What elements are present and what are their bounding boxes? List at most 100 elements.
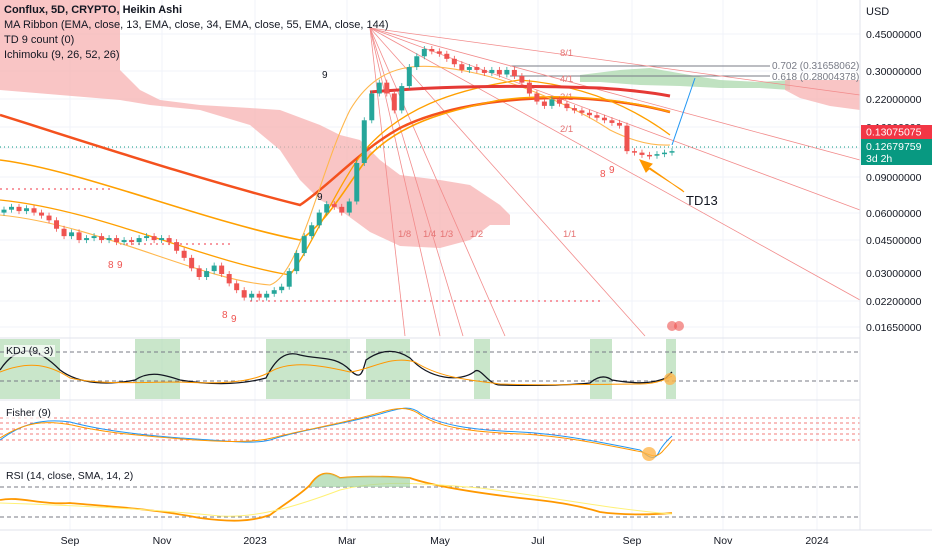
fan-label: 4/1 — [560, 74, 573, 85]
td13-annotation: TD13 — [686, 193, 718, 208]
fan-line — [369, 27, 861, 301]
candle-body — [249, 293, 255, 298]
candle-body — [69, 232, 75, 237]
candle-body — [39, 212, 45, 216]
annotation-arrow — [639, 159, 685, 193]
candle-body — [1, 209, 7, 213]
candle-body — [174, 242, 180, 251]
price-tag-current — [861, 125, 932, 139]
price-tick: 0.30000000 — [866, 66, 922, 78]
candle-body — [534, 93, 540, 102]
candle-body — [406, 67, 412, 87]
fan-label: 1/4 — [423, 229, 436, 240]
price-tag-close-text: 0.12679759 — [866, 141, 922, 153]
candle-body — [114, 238, 120, 243]
candle-body — [369, 93, 375, 121]
legend-ma-ribbon: MA Ribbon (EMA, close, 13, EMA, close, 3… — [4, 19, 389, 31]
fan-line — [369, 27, 861, 211]
candle-body — [271, 290, 277, 294]
td-label: 8 — [222, 310, 228, 321]
legend-td9: TD 9 count (0) — [4, 34, 75, 46]
candle-body — [16, 206, 22, 212]
fan-line — [369, 27, 646, 337]
candle-body — [316, 212, 322, 226]
indicator-panes: 100.0000000050.000000000.000000005.000.0… — [0, 321, 932, 522]
candle-body — [264, 293, 270, 298]
price-tick: 0.45000000 — [866, 29, 922, 41]
time-tick: 2024 — [805, 535, 829, 547]
candle-body — [181, 250, 187, 258]
candle-body — [399, 86, 405, 111]
candle-body — [204, 271, 210, 278]
candle-body — [339, 206, 345, 213]
candle-body — [391, 93, 397, 111]
candle-body — [624, 125, 630, 152]
kdj-marker — [664, 373, 676, 385]
candle-body — [466, 67, 472, 70]
time-tick: Mar — [338, 535, 357, 547]
fisher-marker — [642, 447, 656, 461]
candle-body — [384, 82, 390, 94]
candle-body — [9, 206, 15, 210]
price-tick: 0.09000000 — [866, 172, 922, 184]
legend-ichimoku: Ichimoku (9, 26, 52, 26) — [4, 49, 120, 61]
event-icon — [667, 321, 677, 331]
candle-body — [241, 290, 247, 298]
candle-body — [331, 204, 337, 207]
fan-label: 8/1 — [560, 48, 573, 59]
candle-body — [421, 48, 427, 57]
candle-body — [106, 238, 112, 241]
candle-body — [324, 204, 330, 213]
candle-body — [189, 257, 195, 269]
kdj-highlight — [135, 339, 180, 399]
kdj-highlight — [366, 339, 410, 399]
candle-body — [609, 120, 615, 123]
candle-body — [586, 112, 592, 116]
candle-body — [99, 236, 105, 241]
candle-body — [579, 110, 585, 113]
candle-body — [46, 215, 52, 221]
candle-body — [526, 82, 532, 94]
fan-line — [369, 27, 464, 337]
fib-label-0618: 0.618 (0.28004378) — [772, 72, 859, 83]
time-tick: Jul — [531, 535, 544, 547]
candle-body — [211, 265, 217, 272]
candle-body — [639, 152, 645, 155]
kdj-highlight — [666, 339, 676, 399]
candle-body — [436, 51, 442, 54]
price-tag-countdown: 3d 2h — [866, 153, 892, 165]
price-tick: 0.04500000 — [866, 235, 922, 247]
candle-body — [159, 238, 165, 241]
candle-body — [489, 69, 495, 73]
rsi-label: RSI (14, close, SMA, 14, 2) — [4, 470, 136, 482]
candle-body — [219, 265, 225, 275]
candle-body — [31, 208, 37, 213]
td-label: 8 — [600, 169, 606, 180]
ema-55 — [0, 96, 671, 241]
legend-title: Conflux, 5D, CRYPTO, Heikin Ashi — [4, 4, 183, 16]
currency-label: USD — [866, 6, 890, 18]
candle-body — [294, 253, 300, 272]
candle-body — [226, 274, 232, 284]
candle-body — [361, 120, 367, 163]
candle-body — [286, 271, 292, 287]
candle-body — [256, 293, 262, 298]
td-label: 9 — [117, 260, 123, 271]
candle-body — [601, 117, 607, 121]
fisher-label: Fisher (9) — [4, 407, 53, 419]
time-axis: Sep Nov 2023 Mar May Jul Sep Nov 2024 — [0, 529, 932, 547]
candle-body — [669, 151, 675, 153]
candle-body — [549, 99, 555, 106]
candle-body — [504, 69, 510, 75]
td-label: 9 — [231, 314, 237, 325]
time-tick: Nov — [153, 535, 172, 547]
cloud-red-right — [785, 80, 860, 110]
candle-body — [54, 220, 60, 229]
ema-144 — [0, 96, 671, 207]
candle-body — [346, 201, 352, 213]
price-axis-bg — [860, 0, 932, 550]
fan-line — [369, 27, 861, 161]
candle-body — [151, 236, 157, 241]
